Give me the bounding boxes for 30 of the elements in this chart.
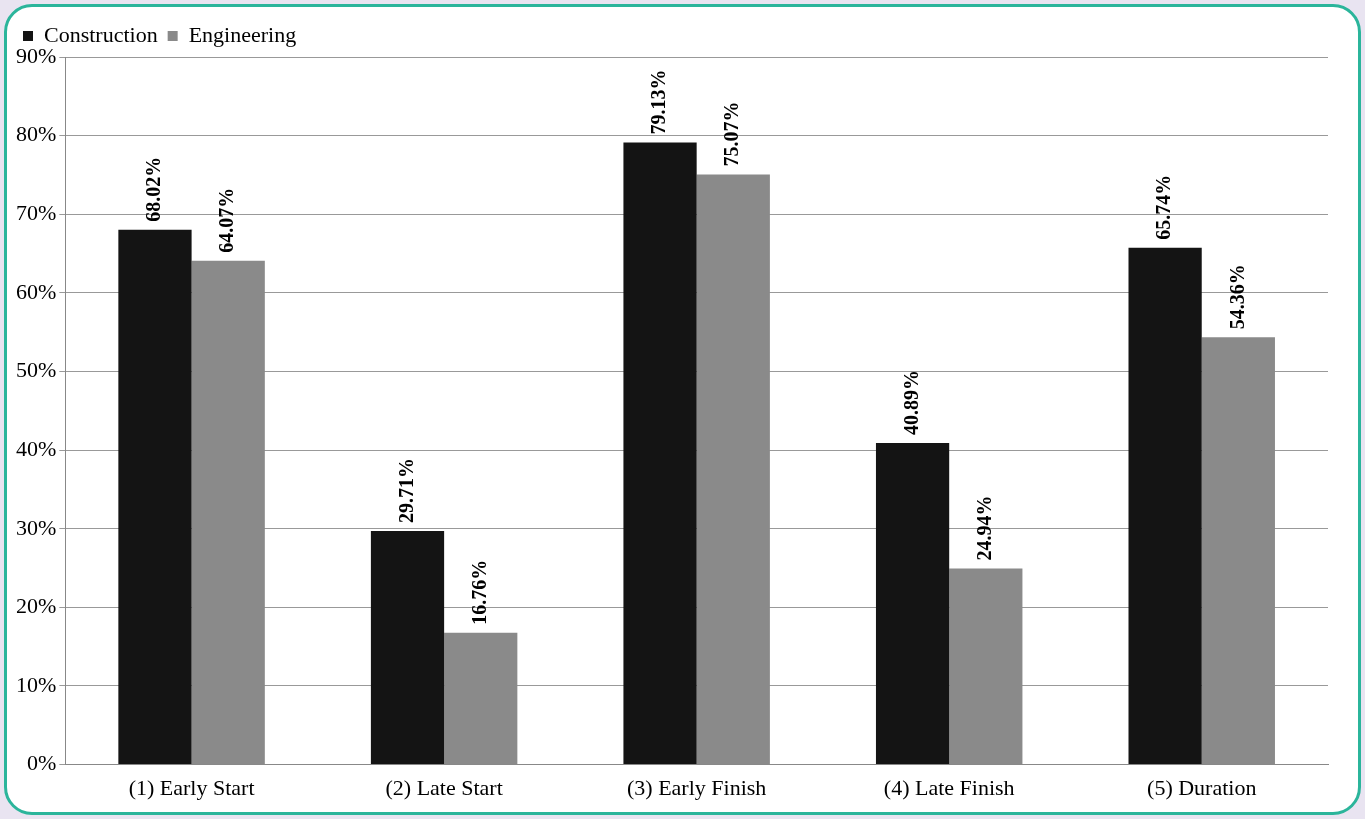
bar <box>875 443 950 765</box>
y-tick-label: 60% <box>16 278 57 304</box>
bar <box>118 229 192 765</box>
data-label: 29.71% <box>394 458 417 524</box>
data-label: 40.89% <box>899 370 922 436</box>
y-tick-label: 30% <box>16 514 57 540</box>
x-tick-label: (3) Early Finish <box>627 774 767 800</box>
data-label: 24.94% <box>972 495 995 561</box>
y-tick-label: 0% <box>27 750 57 776</box>
x-tick-label: (4) Late Finish <box>883 774 1015 800</box>
x-tick-label: (2) Late Start <box>385 774 503 800</box>
bar <box>623 142 697 765</box>
data-label: 65.74% <box>1152 174 1175 240</box>
bar <box>370 531 445 765</box>
y-tick-label: 10% <box>16 671 57 697</box>
data-label: 68.02% <box>142 156 165 222</box>
y-tick-label: 70% <box>16 200 57 226</box>
x-tick-label: (1) Early Start <box>128 774 255 800</box>
data-label: 64.07% <box>215 187 238 253</box>
legend-label: Engineering <box>188 21 297 47</box>
y-tick-label: 80% <box>16 121 57 147</box>
y-tick-label: 40% <box>16 435 57 461</box>
data-label: 54.36% <box>1225 264 1248 330</box>
data-label: 79.13% <box>647 69 670 135</box>
data-label: 16.76% <box>467 559 490 625</box>
y-tick-label: 50% <box>16 357 57 383</box>
bar <box>1128 247 1202 765</box>
x-tick-label: (5) Duration <box>1147 774 1257 800</box>
y-tick-label: 20% <box>16 593 57 619</box>
data-label: 75.07% <box>720 101 743 167</box>
